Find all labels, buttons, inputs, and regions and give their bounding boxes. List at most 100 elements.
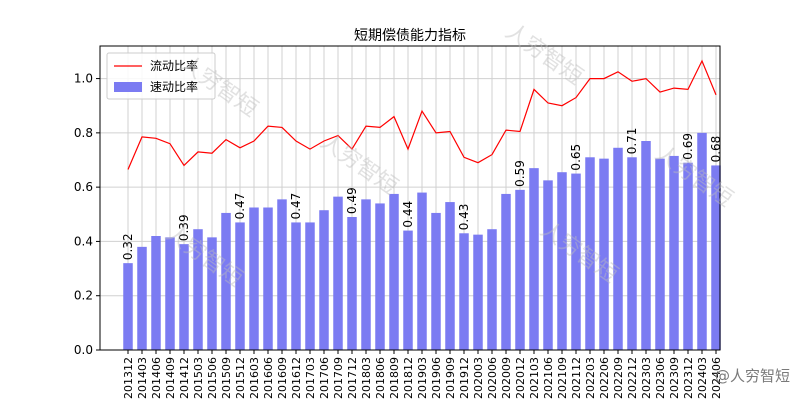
y-tick-label: 0.2	[74, 289, 93, 303]
x-tick-label: 202309	[668, 357, 681, 399]
x-tick-label: 202403	[696, 357, 709, 399]
bar-value-label: 0.59	[513, 160, 527, 187]
bar-quick-ratio	[585, 157, 595, 350]
corner-watermark: @人穷智短	[715, 367, 790, 385]
x-tick-label: 201412	[178, 357, 191, 399]
chart-title: 短期偿债能力指标	[354, 28, 466, 44]
bar-quick-ratio	[403, 230, 413, 350]
bar-value-label: 0.65	[569, 144, 583, 171]
bar-value-label: 0.39	[177, 214, 191, 241]
x-tick-label: 201812	[402, 357, 415, 399]
y-tick-label: 0.6	[74, 180, 93, 194]
bar-quick-ratio	[417, 192, 427, 350]
bar-quick-ratio	[193, 229, 203, 350]
bar-value-label: 0.44	[401, 201, 415, 228]
legend-label-current-ratio: 流动比率	[150, 58, 198, 73]
x-tick-label: 201612	[290, 357, 303, 399]
bar-quick-ratio	[557, 172, 567, 350]
x-tick-label: 201909	[444, 357, 457, 399]
x-tick-label: 202406	[710, 357, 723, 399]
legend: 流动比率 速动比率	[106, 52, 216, 100]
bar-quick-ratio	[333, 196, 343, 350]
x-tick-label: 201603	[248, 357, 261, 399]
x-tick-label: 202012	[514, 357, 527, 399]
bar-quick-ratio	[515, 189, 525, 350]
bar-quick-ratio	[571, 173, 581, 350]
bar-quick-ratio	[669, 155, 679, 350]
bar-quick-ratio	[543, 180, 553, 350]
x-tick-label: 201409	[164, 357, 177, 399]
x-tick-label: 201809	[388, 357, 401, 399]
bar-quick-ratio	[221, 212, 231, 350]
y-tick-label: 0.0	[74, 343, 93, 357]
x-tick-label: 202003	[472, 357, 485, 399]
x-tick-label: 201506	[206, 357, 219, 399]
bar-value-label: 0.47	[289, 193, 303, 220]
bar-quick-ratio	[641, 141, 651, 350]
watermark-text: 人穷智短	[501, 19, 587, 90]
x-tick-label: 201609	[276, 357, 289, 399]
x-tick-label: 202103	[528, 357, 541, 399]
bar-quick-ratio	[697, 132, 707, 350]
bar-value-label: 0.49	[345, 187, 359, 214]
bar-quick-ratio	[277, 199, 287, 350]
bar-quick-ratio	[431, 212, 441, 350]
x-tick-label: 202112	[570, 357, 583, 399]
bar-quick-ratio	[529, 168, 539, 350]
bar-quick-ratio	[347, 217, 357, 350]
x-tick-label: 201512	[234, 357, 247, 399]
bar-quick-ratio	[389, 193, 399, 350]
bar-quick-ratio	[683, 162, 693, 350]
legend-label-quick-ratio: 速动比率	[150, 79, 198, 94]
x-tick-label: 201912	[458, 357, 471, 399]
x-tick-label: 201503	[192, 357, 205, 399]
x-tick-label: 201606	[262, 357, 275, 399]
x-tick-label: 202009	[500, 357, 513, 399]
bar-quick-ratio	[627, 157, 637, 350]
x-tick-label: 202203	[584, 357, 597, 399]
bar-quick-ratio	[375, 203, 385, 350]
x-tick-label: 201509	[220, 357, 233, 399]
y-tick-label: 0.8	[74, 126, 93, 140]
bar-quick-ratio	[361, 199, 371, 350]
bar-value-label: 0.68	[709, 136, 723, 163]
bar-quick-ratio	[487, 229, 497, 350]
x-tick-label: 201806	[374, 357, 387, 399]
bar-quick-ratio	[473, 234, 483, 350]
x-tick-label: 201903	[416, 357, 429, 399]
x-tick-label: 202212	[626, 357, 639, 399]
bar-quick-ratio	[459, 233, 469, 350]
x-tick-label: 202206	[598, 357, 611, 399]
x-tick-label: 202006	[486, 357, 499, 399]
x-tick-label: 201803	[360, 357, 373, 399]
x-tick-label: 201706	[318, 357, 331, 399]
bar-quick-ratio	[305, 222, 315, 350]
legend-swatch-bar	[114, 82, 142, 92]
x-tick-label: 201906	[430, 357, 443, 399]
bar-quick-ratio	[151, 236, 161, 350]
bar-quick-ratio	[207, 237, 217, 350]
x-tick-label: 201406	[150, 357, 163, 399]
bar-quick-ratio	[123, 263, 133, 350]
bar-quick-ratio	[263, 207, 273, 350]
x-tick-label: 202109	[556, 357, 569, 399]
bar-value-label: 0.71	[625, 128, 639, 155]
x-tick-label: 202106	[542, 357, 555, 399]
y-tick-label: 1.0	[74, 72, 93, 86]
line-layer	[127, 59, 717, 170]
x-tick-label: 202312	[682, 357, 695, 399]
x-tick-label: 201403	[136, 357, 149, 399]
y-tick-label: 0.4	[74, 234, 93, 248]
bar-quick-ratio	[319, 210, 329, 350]
x-tick-label: 201312	[122, 357, 135, 399]
plot-frame	[99, 45, 721, 351]
bar-value-label: 0.32	[121, 233, 135, 260]
bar-quick-ratio	[655, 158, 665, 350]
bar-quick-ratio	[179, 244, 189, 350]
bar-quick-ratio	[445, 202, 455, 350]
bar-quick-ratio	[235, 222, 245, 350]
x-tick-label: 201703	[304, 357, 317, 399]
